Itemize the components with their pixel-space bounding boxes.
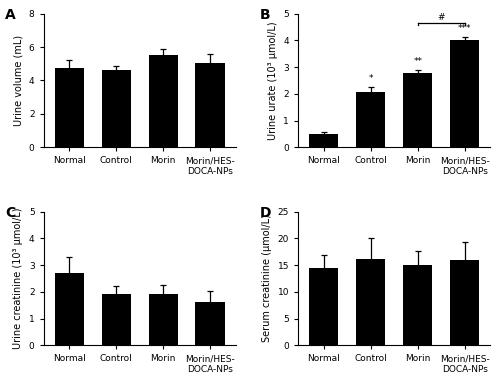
Text: C: C [5,206,15,220]
Y-axis label: Urine volume (mL): Urine volume (mL) [13,35,23,126]
Text: A: A [5,8,16,22]
Bar [148,294,178,345]
Bar [403,73,432,147]
Bar [403,265,432,345]
Bar [55,272,84,345]
Bar [102,70,131,147]
Text: D: D [260,206,271,220]
Bar [450,260,479,345]
Y-axis label: Serum creatinine (μmol/L): Serum creatinine (μmol/L) [262,215,272,342]
Text: ***: *** [458,24,471,33]
Bar [450,40,479,147]
Text: **: ** [413,57,422,66]
Bar [310,134,338,147]
Text: *: * [368,74,373,83]
Text: #: # [438,13,445,23]
Bar [196,302,224,345]
Bar [356,259,386,345]
Bar [148,55,178,147]
Bar [356,92,386,147]
Bar [310,268,338,345]
Bar [102,294,131,345]
Y-axis label: Urine creatinine (10³ μmol/L): Urine creatinine (10³ μmol/L) [13,208,23,349]
Bar [55,68,84,147]
Y-axis label: Urine urate (10³ μmol/L): Urine urate (10³ μmol/L) [268,21,278,140]
Text: B: B [260,8,270,22]
Bar [196,63,224,147]
